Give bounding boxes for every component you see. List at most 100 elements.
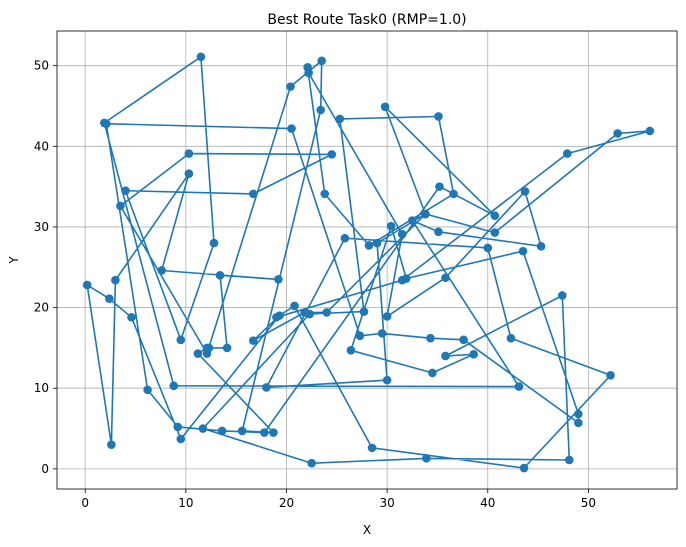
route-markers — [82, 52, 655, 473]
route-point — [422, 454, 431, 463]
route-point — [346, 346, 356, 355]
route-point — [307, 458, 316, 468]
route-point — [217, 426, 227, 436]
route-point — [645, 126, 655, 136]
x-tick-label: 50 — [581, 496, 596, 510]
y-tick-label: 40 — [34, 139, 49, 153]
route-point — [386, 221, 396, 231]
route-point — [290, 301, 299, 311]
y-axis-title: Y — [7, 256, 21, 265]
route-point — [176, 335, 186, 345]
route-point — [157, 266, 166, 275]
route-point — [397, 229, 407, 239]
x-tick-label: 30 — [379, 496, 394, 510]
route-point — [116, 201, 125, 211]
plot-background — [57, 31, 677, 489]
route-point — [286, 82, 295, 91]
route-point — [260, 428, 269, 437]
route-point — [287, 124, 296, 133]
route-point — [380, 102, 390, 112]
route-point — [435, 182, 444, 191]
route-point — [459, 335, 468, 345]
y-tick-label: 20 — [34, 301, 49, 315]
x-axis-title: X — [363, 523, 371, 537]
route-point — [209, 238, 219, 248]
route-point — [111, 275, 120, 285]
route-point — [173, 422, 183, 432]
route-point — [382, 375, 392, 385]
route-point — [506, 333, 516, 343]
route-point — [490, 211, 500, 220]
route-point — [340, 233, 350, 243]
route-point — [441, 273, 450, 283]
route-point — [606, 371, 615, 380]
route-point — [272, 312, 281, 322]
route-point — [335, 114, 345, 124]
route-point — [483, 243, 493, 253]
route-point — [198, 424, 208, 433]
route-point — [565, 455, 574, 465]
route-point — [176, 434, 186, 444]
route-point — [184, 169, 194, 179]
chart-title: Best Route Task0 (RMP=1.0) — [267, 12, 466, 28]
route-point — [193, 349, 203, 358]
y-tick-label: 50 — [34, 59, 49, 73]
route-point — [574, 409, 583, 419]
route-point — [127, 312, 136, 322]
route-point — [316, 105, 326, 115]
route-point — [143, 385, 152, 395]
route-point — [82, 280, 92, 290]
route-point — [359, 307, 369, 316]
route-point — [520, 187, 530, 196]
y-tick-label: 30 — [34, 220, 49, 234]
route-point — [196, 52, 206, 62]
route-point — [441, 351, 450, 361]
route-point — [613, 129, 622, 138]
route-point — [518, 246, 528, 256]
route-point — [421, 209, 430, 219]
route-point — [536, 241, 546, 251]
x-tick-label: 0 — [81, 496, 89, 510]
route-point — [184, 149, 194, 158]
route-point — [401, 274, 411, 283]
route-point — [574, 418, 583, 428]
route-point — [237, 426, 247, 436]
route-point — [367, 443, 377, 453]
route-point — [327, 150, 337, 159]
x-tick-label: 10 — [178, 496, 193, 510]
route-point — [169, 381, 179, 391]
route-point — [562, 149, 572, 158]
route-point — [105, 294, 114, 304]
route-point — [469, 350, 478, 359]
route-point — [204, 343, 214, 353]
route-point — [407, 216, 417, 225]
route-point — [317, 56, 327, 66]
route-point — [449, 189, 458, 199]
route-point — [514, 382, 524, 391]
route-point — [248, 189, 258, 199]
route-point — [107, 440, 116, 449]
x-tick-label: 40 — [480, 496, 495, 510]
route-point — [519, 463, 529, 473]
y-tick-label: 10 — [34, 381, 49, 395]
route-point — [382, 312, 392, 321]
route-point — [428, 368, 437, 378]
route-point — [434, 227, 443, 237]
route-point — [121, 186, 130, 195]
route-point — [355, 331, 365, 341]
y-tick-label: 0 — [41, 462, 49, 476]
x-tick-label: 20 — [279, 496, 294, 510]
route-point — [305, 309, 314, 319]
y-axis-ticks: 0 10 20 30 40 50 — [34, 59, 57, 476]
route-point — [434, 112, 443, 121]
route-point — [490, 228, 500, 237]
route-point — [364, 241, 374, 250]
route-point — [222, 343, 232, 353]
route-point — [320, 189, 330, 199]
plot-frame — [56, 30, 678, 490]
route-point — [100, 118, 109, 128]
route-point — [557, 291, 567, 300]
route-point — [215, 271, 225, 280]
